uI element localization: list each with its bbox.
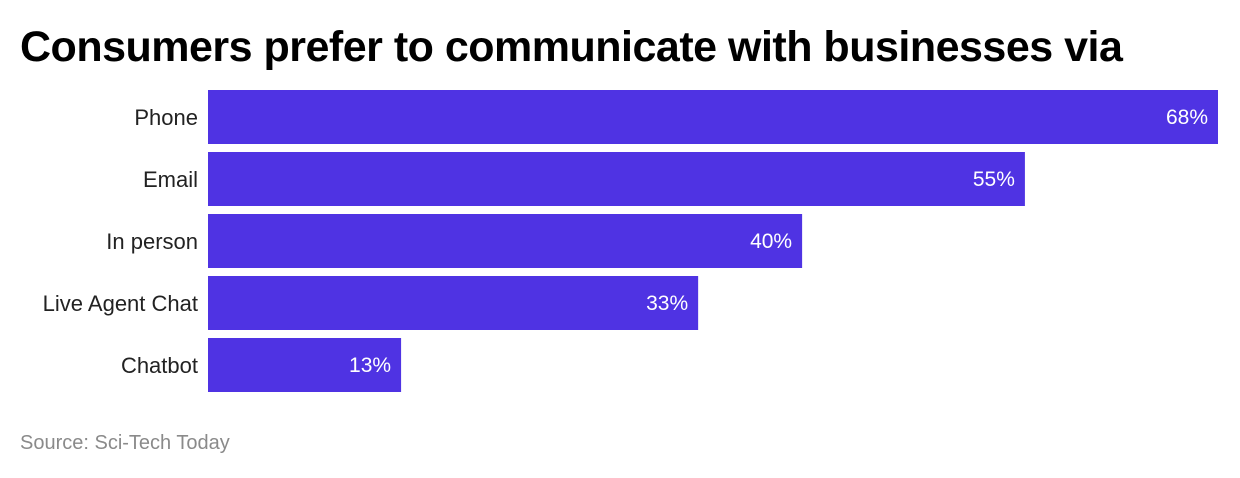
- chart-title: Consumers prefer to communicate with bus…: [20, 23, 1123, 71]
- bar-email: [208, 152, 1025, 206]
- bar-phone: [208, 90, 1218, 144]
- value-label-in-person: 40%: [750, 230, 792, 253]
- bar-live-agent-chat: [208, 276, 699, 330]
- bar-in-person: [208, 214, 803, 268]
- source-note: Source: Sci-Tech Today: [20, 432, 230, 454]
- value-label-live-agent-chat: 33%: [646, 292, 688, 315]
- value-label-chatbot: 13%: [349, 354, 391, 377]
- category-label-live-agent-chat: Live Agent Chat: [43, 291, 198, 316]
- category-label-chatbot: Chatbot: [121, 353, 198, 378]
- category-label-phone: Phone: [134, 105, 198, 130]
- value-label-phone: 68%: [1166, 106, 1208, 129]
- bar-chatbot: [208, 338, 402, 392]
- category-label-email: Email: [143, 167, 198, 192]
- category-label-in-person: In person: [106, 229, 198, 254]
- value-label-email: 55%: [973, 168, 1015, 191]
